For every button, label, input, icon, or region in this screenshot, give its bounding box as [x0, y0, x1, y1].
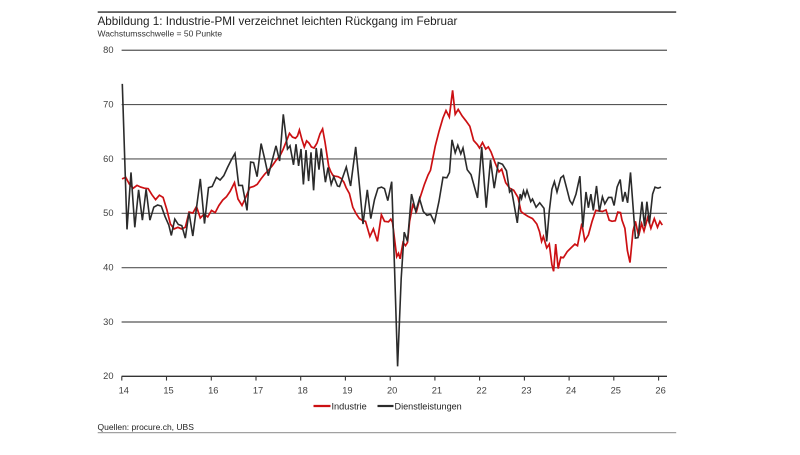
svg-text:25: 25: [611, 386, 621, 396]
svg-text:15: 15: [163, 386, 173, 396]
svg-text:14: 14: [119, 386, 129, 396]
svg-text:17: 17: [253, 386, 263, 396]
svg-text:20: 20: [103, 371, 113, 381]
svg-text:Dienstleistungen: Dienstleistungen: [395, 402, 462, 412]
svg-text:Quellen: procure.ch, UBS: Quellen: procure.ch, UBS: [98, 422, 195, 432]
svg-text:19: 19: [342, 386, 352, 396]
svg-text:26: 26: [655, 386, 665, 396]
svg-text:Abbildung 1: Industrie-PMI ver: Abbildung 1: Industrie-PMI verzeichnet l…: [98, 15, 458, 28]
svg-text:70: 70: [103, 99, 113, 109]
svg-text:16: 16: [208, 386, 218, 396]
svg-text:60: 60: [103, 154, 113, 164]
svg-text:24: 24: [566, 386, 576, 396]
svg-text:30: 30: [103, 317, 113, 327]
svg-text:Industrie: Industrie: [332, 402, 367, 412]
svg-text:20: 20: [387, 386, 397, 396]
svg-text:40: 40: [103, 262, 113, 272]
svg-text:23: 23: [521, 386, 531, 396]
svg-text:50: 50: [103, 208, 113, 218]
svg-text:21: 21: [432, 386, 442, 396]
svg-text:80: 80: [103, 45, 113, 55]
svg-text:18: 18: [298, 386, 308, 396]
svg-text:Wachstumsschwelle = 50 Punkte: Wachstumsschwelle = 50 Punkte: [98, 29, 223, 39]
svg-text:22: 22: [476, 386, 486, 396]
